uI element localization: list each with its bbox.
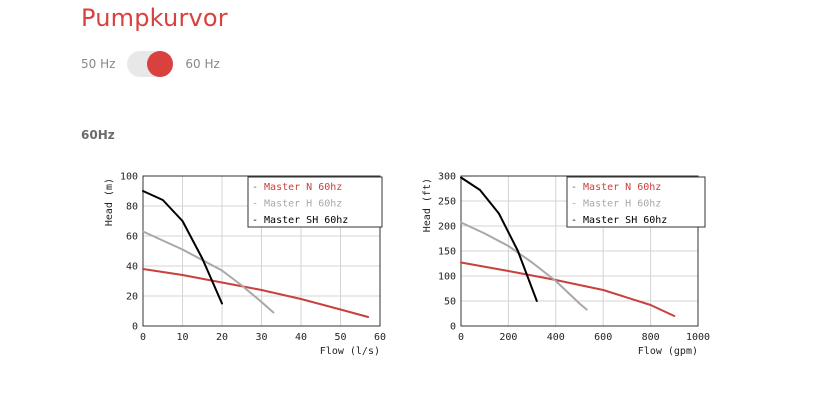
y-tick-label: 200 [438,222,456,233]
y-tick-label: 250 [438,197,456,208]
x-tick-label: 800 [642,332,660,343]
frequency-toggle-row: 50 Hz 60 Hz [81,50,220,78]
y-tick-label: 40 [126,262,138,273]
y-axis-label: Head (m) [104,178,115,226]
x-tick-label: 0 [140,332,146,343]
legend-entry: - Master H 60hz [571,199,661,210]
chart-imperial-svg: 0 200 400 600 800 1000 0 50 100 150 200 250 300 Flow … [422,172,710,358]
x-axis-label: Flow (gpm) [638,346,698,357]
x-tick-label: 400 [547,332,565,343]
toggle-knob[interactable] [147,51,174,77]
y-tick-label: 100 [438,272,456,283]
legend-entry: - Master N 60hz [571,182,661,193]
series-line-2 [142,190,223,305]
x-tick-label: 40 [295,332,307,343]
x-tick-label: 1000 [686,332,710,343]
chart-metric: 0 10 20 30 40 50 60 0 20 40 60 80 100 Flow (l/s) Head … [100,168,400,372]
legend-entry: - Master N 60hz [252,182,342,193]
x-axis-label: Flow (l/s) [320,346,380,357]
plot-frame [460,175,699,327]
x-tick-label: 600 [594,332,612,343]
series-line-1 [460,221,588,311]
x-tick-label: 0 [458,332,464,343]
y-tick-label: 100 [120,172,138,183]
frequency-toggle[interactable] [127,51,174,77]
series-line-2 [460,176,538,302]
x-tick-label: 200 [499,332,517,343]
y-tick-label: 80 [126,202,138,213]
y-tick-label: 300 [438,172,456,183]
x-tick-label: 50 [334,332,346,343]
page-title: Pumpkurvor [81,4,228,32]
y-tick-label: 0 [132,322,138,333]
chart-metric-svg: 0 10 20 30 40 50 60 0 20 40 60 80 100 Flow (l/s) Head … [104,172,386,358]
series-line-0 [142,268,370,318]
legend-entry: - Master H 60hz [252,199,342,210]
series-line-0 [460,261,676,317]
x-tick-label: 20 [216,332,228,343]
x-tick-label: 30 [255,332,267,343]
y-tick-label: 20 [126,292,138,303]
x-tick-label: 60 [374,332,386,343]
legend-box [566,176,706,228]
legend-entry: - Master SH 60hz [252,215,348,226]
toggle-label-50hz[interactable]: 50 Hz [81,57,116,71]
chart-imperial: 0 200 400 600 800 1000 0 50 100 150 200 250 300 Flow … [418,168,718,372]
x-tick-label: 10 [176,332,188,343]
y-tick-label: 0 [450,322,456,333]
y-axis-label: Head (ft) [422,178,433,232]
legend-entry: - Master SH 60hz [571,215,667,226]
toggle-label-60hz[interactable]: 60 Hz [185,57,220,71]
y-tick-label: 60 [126,232,138,243]
section-title: 60Hz [81,128,115,142]
y-tick-label: 150 [438,247,456,258]
plot-frame [142,175,381,327]
legend-box [247,176,383,228]
y-tick-label: 50 [444,297,456,308]
series-line-1 [142,230,275,314]
